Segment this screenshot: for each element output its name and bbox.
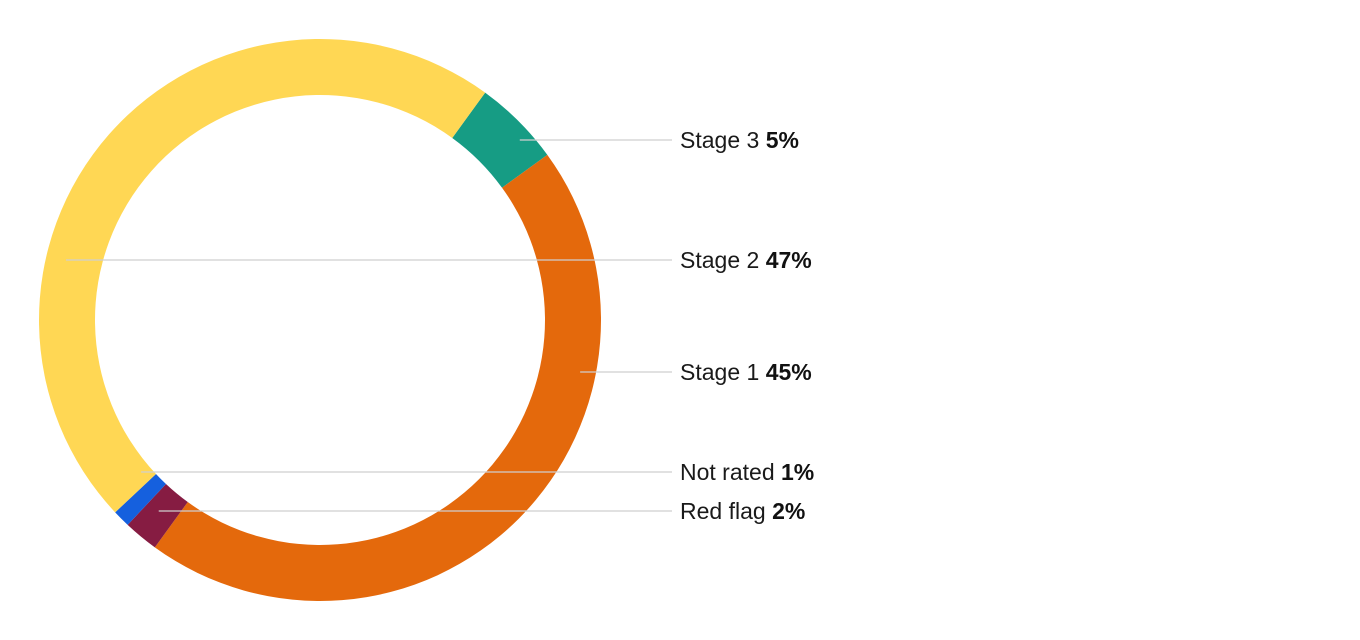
label-value-red-flag: 2%: [772, 498, 805, 524]
label-value-stage-1: 45%: [766, 359, 812, 385]
label-stage-2: Stage 2 47%: [680, 247, 812, 273]
label-name-stage-1: Stage 1: [680, 359, 766, 385]
slice-labels: Stage 3 5% Stage 2 47% Stage 1 45% Not rate…: [680, 127, 814, 524]
label-name-red-flag: Red flag: [680, 498, 772, 524]
label-not-rated: Not rated 1%: [680, 459, 814, 485]
label-value-stage-2: 47%: [766, 247, 812, 273]
slice-red-flag: [127, 484, 188, 548]
leader-lines: [65, 139, 672, 512]
slice-stage-3: [452, 92, 548, 188]
label-stage-1: Stage 1 45%: [680, 359, 812, 385]
slice-stage-1: [154, 154, 602, 601]
label-name-not-rated: Not rated: [680, 459, 781, 485]
slice-stage-2: [39, 39, 486, 513]
label-name-stage-2: Stage 2: [680, 247, 766, 273]
donut-slices: [39, 39, 602, 601]
label-name-stage-3: Stage 3: [680, 127, 766, 153]
label-value-stage-3: 5%: [766, 127, 799, 153]
label-value-not-rated: 1%: [781, 459, 814, 485]
slice-not-rated: [115, 474, 166, 525]
label-red-flag: Red flag 2%: [680, 498, 805, 524]
label-stage-3: Stage 3 5%: [680, 127, 799, 153]
